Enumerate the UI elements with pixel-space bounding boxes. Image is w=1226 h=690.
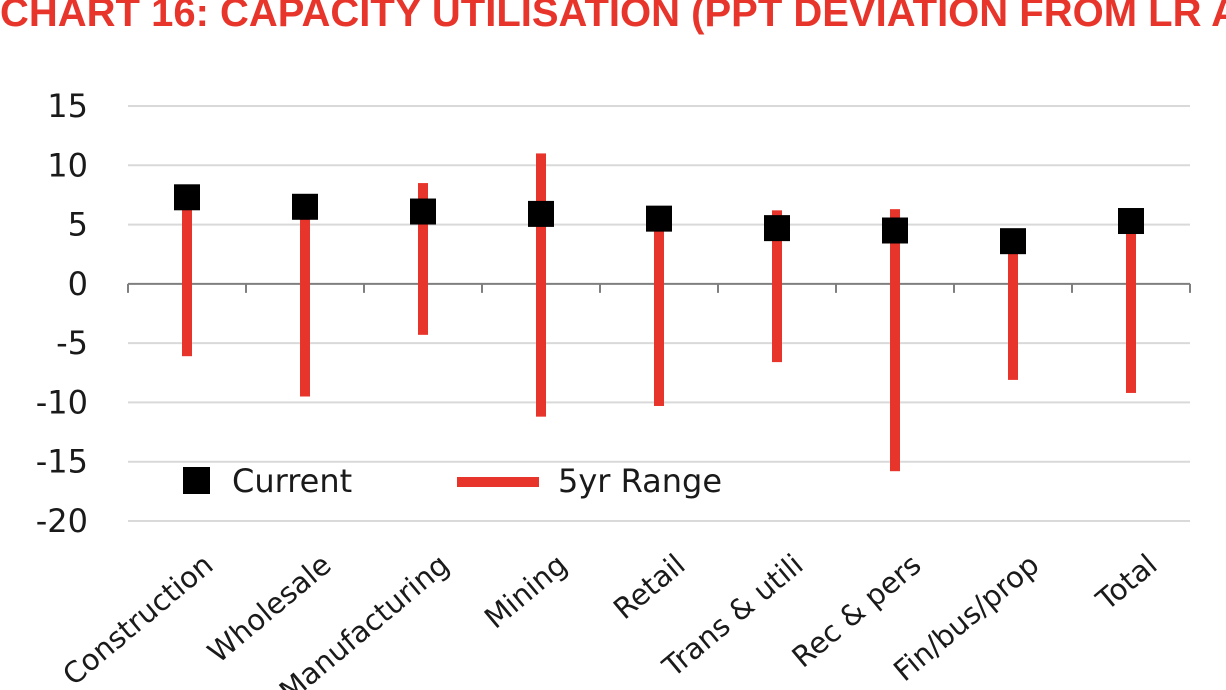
category-label: Total [1089,547,1164,617]
range-bar [1008,243,1018,380]
current-marker [1000,228,1026,255]
current-marker [410,198,436,225]
y-tick-label: -5 [56,324,88,362]
range-bar [418,183,428,335]
legend-range-label: 5yr Range [558,462,722,500]
range-bar [300,211,310,397]
legend-current-marker [183,467,210,494]
y-tick-label: 5 [68,206,88,244]
current-marker [882,217,908,244]
range-bar [772,210,782,363]
current-marker [646,205,672,232]
current-marker [764,215,790,242]
legend-range-marker [457,477,539,487]
y-tick-label: -10 [36,383,88,421]
range-series [182,153,1136,472]
legend: Current 5yr Range [183,462,722,500]
y-tick-label: 10 [47,146,88,184]
range-bar [536,153,546,417]
range-bar [890,209,900,472]
category-label: Mining [478,547,574,635]
y-axis-ticks: 15 10 5 0 -5 -10 -15 -20 [36,87,88,540]
current-series [174,184,1144,255]
y-tick-label: -15 [36,443,88,481]
legend-current-label: Current [232,462,352,500]
chart-title: CHART 16: CAPACITY UTILISATION (PPT DEVI… [0,0,1226,35]
y-tick-label: 0 [68,265,88,303]
current-marker [528,200,554,227]
current-marker [292,193,318,220]
category-label: Construction [56,547,219,690]
category-label: Retail [607,547,692,626]
range-bar [654,224,664,406]
current-marker [1118,208,1144,235]
y-tick-label: -20 [36,502,88,540]
range-bar [182,202,192,357]
range-bar [1126,226,1136,393]
current-marker [174,184,200,211]
y-tick-label: 15 [47,87,88,125]
